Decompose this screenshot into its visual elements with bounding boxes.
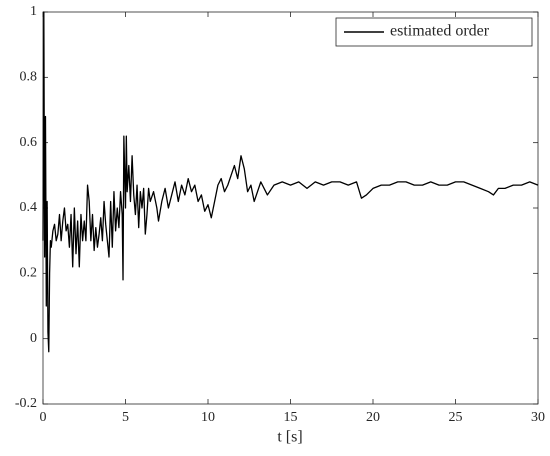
x-tick-label: 30 [531,410,545,425]
x-axis-label: t [s] [277,429,302,446]
x-tick-label: 20 [366,410,380,425]
y-tick-label: 1 [30,4,37,19]
x-tick-label: 10 [201,410,215,425]
data-line [42,11,539,353]
y-tick-label: 0.2 [20,266,38,281]
y-tick-label: 0.8 [20,70,38,85]
x-tick-label: 5 [122,410,129,425]
x-tick-label: 0 [40,410,47,425]
y-tick-label: 0.6 [20,135,38,150]
y-tick-label: 0 [30,331,37,346]
legend-label: estimated order [390,23,490,40]
x-tick-label: 25 [449,410,463,425]
x-tick-label: 15 [284,410,298,425]
y-tick-label: -0.2 [15,396,37,411]
y-tick-label: 0.4 [20,200,38,215]
